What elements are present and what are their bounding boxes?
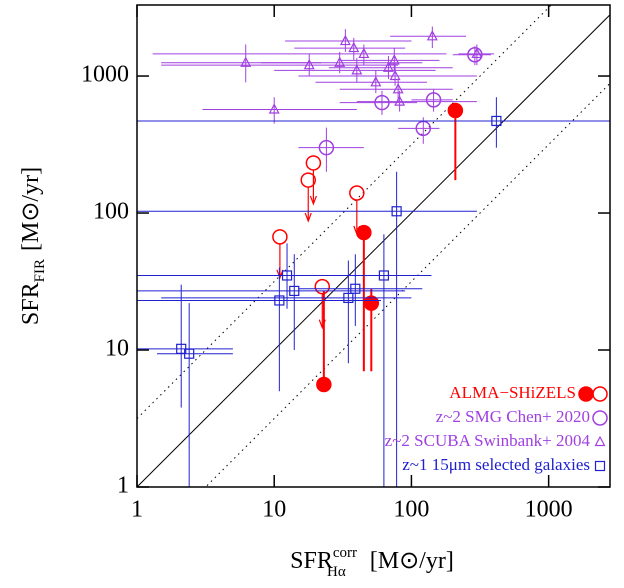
marker xyxy=(274,295,285,306)
x-title-sub: Hα xyxy=(327,564,346,580)
y-title-sub: FIR xyxy=(32,259,48,282)
marker xyxy=(334,56,346,67)
marker xyxy=(382,61,394,72)
marker xyxy=(374,94,390,111)
y-tick-label: 1000 xyxy=(81,62,129,88)
marker xyxy=(447,102,464,119)
legend: ALMA−SHiZELS z~2 SMG Chen+ 2020 z~2 SCUBA … xyxy=(385,383,608,474)
marker xyxy=(370,76,382,87)
marker xyxy=(289,285,300,297)
x-title-unit: [M⊙/yr] xyxy=(370,548,454,574)
marker xyxy=(349,185,365,201)
x-title-main: SFR xyxy=(290,548,333,574)
y-tick-label: 10 xyxy=(105,336,129,362)
marker xyxy=(594,435,606,447)
marker xyxy=(426,30,438,41)
marker xyxy=(594,460,606,472)
marker xyxy=(592,386,608,402)
marker xyxy=(351,64,363,75)
legend-label: ALMA−SHiZELS xyxy=(449,383,576,402)
marker xyxy=(343,292,354,304)
upper-limit-arrowhead xyxy=(304,212,312,223)
x-axis-title: SFRcorr Hα [M⊙/yr] xyxy=(290,545,454,580)
marker xyxy=(467,47,483,63)
marker xyxy=(471,47,483,59)
marker xyxy=(391,206,402,217)
marker xyxy=(394,95,406,106)
marker xyxy=(300,172,316,188)
plot-frame xyxy=(136,4,611,488)
legend-label: z~1 15μm selected galaxies xyxy=(402,455,590,474)
y-tick-label: 1 xyxy=(117,473,129,499)
y-axis-title: SFRFIR [M⊙/yr] xyxy=(18,167,48,325)
y-tick-label: 100 xyxy=(93,199,129,225)
x-tick-label: 1000 xyxy=(525,497,573,523)
marker xyxy=(303,58,315,70)
axes: 1 10 100 1000 1 10 100 1000 xyxy=(81,5,610,523)
marker xyxy=(305,155,322,171)
marker xyxy=(339,34,351,46)
upper-limit-arrowhead xyxy=(318,319,326,330)
plot-area xyxy=(137,5,610,487)
x-tick-label: 1 xyxy=(131,497,143,523)
marker xyxy=(184,348,195,359)
reference-line xyxy=(137,5,552,419)
marker xyxy=(240,56,252,67)
reference-line xyxy=(204,82,610,487)
marker xyxy=(389,69,401,81)
marker xyxy=(358,47,370,59)
marker xyxy=(392,83,404,94)
upper-limit-arrowhead xyxy=(353,225,361,236)
upper-limit-arrowhead xyxy=(309,195,317,206)
reference-line xyxy=(137,14,610,487)
marker xyxy=(425,92,442,108)
marker xyxy=(378,270,389,281)
marker xyxy=(350,283,361,294)
x-tick-label: 10 xyxy=(262,497,286,523)
upper-limit-arrowhead xyxy=(276,269,284,280)
marker xyxy=(592,410,608,426)
x-tick-label: 100 xyxy=(393,497,429,523)
marker xyxy=(268,103,280,114)
marker xyxy=(318,139,335,156)
y-title-main: SFR xyxy=(18,282,44,325)
marker xyxy=(491,115,502,127)
x-title-sup: corr xyxy=(333,545,357,561)
marker xyxy=(348,41,360,53)
marker xyxy=(316,376,332,393)
legend-label: z~2 SMG Chen+ 2020 xyxy=(436,407,590,426)
marker xyxy=(578,386,594,402)
y-title-unit: [M⊙/yr] xyxy=(18,167,44,251)
marker xyxy=(363,295,380,311)
marker xyxy=(388,54,400,65)
legend-label: z~2 SCUBA Swinbank+ 2004 xyxy=(385,431,591,450)
marker xyxy=(314,278,331,295)
marker xyxy=(272,229,288,245)
